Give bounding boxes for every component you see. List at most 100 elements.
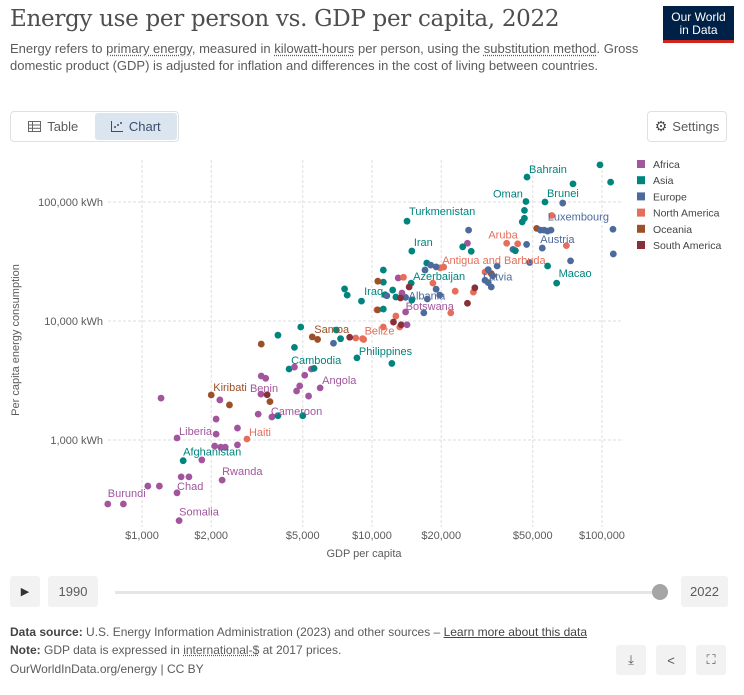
point-chad[interactable] [173,489,181,497]
data-point[interactable] [403,321,411,329]
data-point[interactable] [346,333,354,341]
data-point[interactable] [464,299,471,307]
legend-label[interactable]: Oceania [653,224,692,236]
data-point[interactable] [352,334,360,342]
timeline-handle[interactable] [652,584,668,600]
point-cameroon[interactable] [268,413,276,421]
data-point[interactable] [301,371,309,379]
data-point[interactable] [392,312,400,320]
data-point[interactable] [400,273,407,281]
settings-button[interactable]: ⚙ Settings [647,111,727,142]
data-point[interactable] [360,336,368,343]
data-point[interactable] [293,387,300,395]
data-point[interactable] [465,226,472,234]
data-point[interactable] [185,473,193,481]
data-point[interactable] [397,321,405,329]
tab-table[interactable]: Table [12,113,95,140]
data-point[interactable] [383,292,391,300]
data-point[interactable] [394,274,402,282]
data-point[interactable] [310,364,318,372]
data-point[interactable] [388,360,396,367]
legend-label[interactable]: South America [653,240,721,252]
start-year[interactable]: 1990 [48,576,98,607]
kilowatt-hours-link[interactable]: kilowatt-hours [274,41,355,56]
point-cambodia[interactable] [285,365,293,373]
point-bahrain[interactable] [523,173,531,181]
data-point[interactable] [234,424,241,432]
data-point[interactable] [226,401,233,409]
data-point[interactable] [432,285,440,293]
data-point[interactable] [212,415,220,423]
data-point[interactable] [374,306,382,314]
legend-label[interactable]: Africa [653,159,680,171]
substitution-method-link[interactable]: substitution method [483,41,597,56]
international-dollar-link[interactable]: international-$ [183,643,260,657]
point-iran[interactable] [408,247,416,255]
data-point[interactable] [379,266,387,274]
data-point[interactable] [379,323,387,331]
point-brunei[interactable] [541,198,549,206]
point-liberia[interactable] [173,434,181,442]
data-point[interactable] [234,441,241,449]
legend-label[interactable]: Asia [653,175,674,187]
data-point[interactable] [263,391,271,399]
point-angola[interactable] [316,384,324,392]
data-point[interactable] [379,278,387,286]
data-point[interactable] [493,262,501,270]
data-point[interactable] [299,412,307,420]
legend-label[interactable]: Europe [653,191,687,203]
data-point[interactable] [177,473,185,481]
data-point[interactable] [436,291,444,299]
data-point[interactable] [155,482,163,490]
data-point[interactable] [341,285,348,293]
download-button[interactable]: ⤓ [616,645,646,675]
data-point[interactable] [447,309,455,317]
data-point[interactable] [484,279,492,287]
data-point[interactable] [389,286,397,294]
data-point[interactable] [440,263,448,271]
data-point[interactable] [471,284,479,292]
point-haiti[interactable] [243,435,251,443]
data-point[interactable] [451,287,459,295]
data-point[interactable] [544,262,551,270]
data-point[interactable] [467,247,475,255]
point-luxembourg[interactable] [609,225,617,233]
tab-chart[interactable]: Chart [94,113,177,140]
data-point[interactable] [567,257,574,265]
data-point[interactable] [429,279,437,287]
legend-label[interactable]: North America [653,208,720,220]
data-point[interactable] [559,199,567,207]
point-kiribati[interactable] [207,391,215,399]
data-point[interactable] [274,331,282,339]
point-austria[interactable] [538,244,546,252]
point-afghanistan[interactable] [179,457,187,465]
data-point[interactable] [523,241,530,248]
timeline-slider[interactable] [115,591,660,594]
point-philippines[interactable] [353,354,361,362]
data-point[interactable] [291,363,298,371]
data-point[interactable] [526,259,534,266]
data-point[interactable] [144,482,152,490]
point-benin[interactable] [257,390,265,398]
end-year[interactable]: 2022 [681,576,728,607]
point-burundi[interactable] [104,500,112,508]
data-point[interactable] [157,394,165,402]
data-point[interactable] [296,382,304,390]
data-point[interactable] [254,410,262,418]
data-point[interactable] [420,309,428,317]
point-botswana[interactable] [402,308,410,316]
data-point[interactable] [305,392,312,400]
data-point[interactable] [562,242,570,250]
data-point[interactable] [521,206,528,214]
license[interactable]: OurWorldInData.org/energy | CC BY [10,662,204,676]
data-point[interactable] [397,294,404,302]
data-point[interactable] [314,336,321,343]
data-point[interactable] [216,396,224,404]
data-point[interactable] [423,295,431,303]
data-point[interactable] [379,305,387,313]
data-point[interactable] [358,297,365,305]
primary-energy-link[interactable]: primary energy [106,41,192,56]
data-point[interactable] [544,227,551,235]
point-rwanda[interactable] [218,476,226,484]
data-point[interactable] [374,277,382,285]
